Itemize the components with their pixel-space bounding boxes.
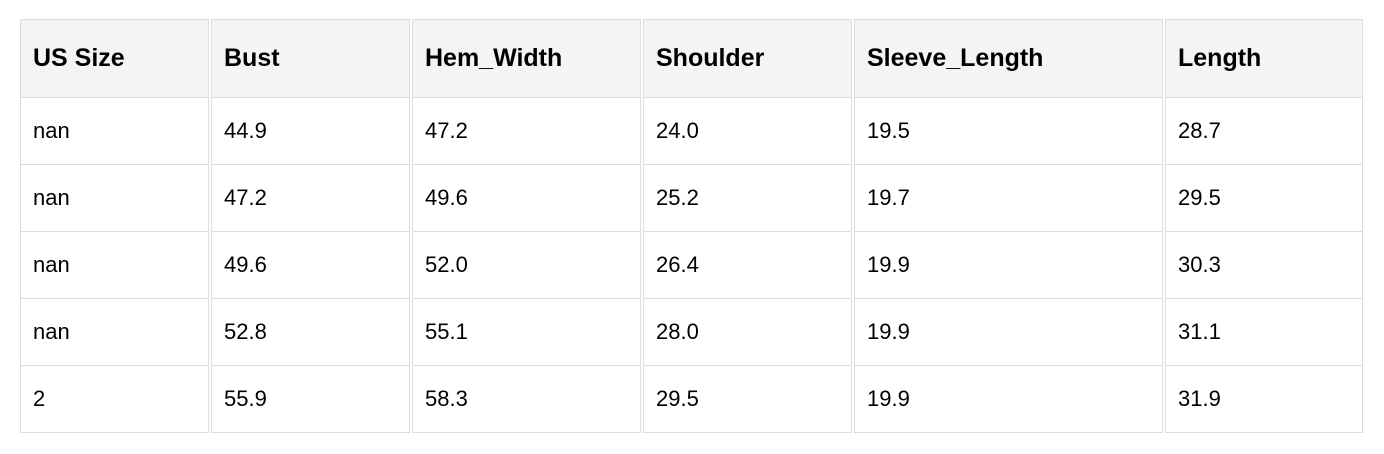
header-shoulder: Shoulder: [643, 19, 852, 98]
cell-hem-width: 58.3: [412, 366, 641, 433]
cell-sleeve-length: 19.9: [854, 299, 1163, 366]
cell-us-size: nan: [20, 165, 209, 232]
cell-us-size: nan: [20, 98, 209, 165]
cell-length: 30.3: [1165, 232, 1363, 299]
cell-sleeve-length: 19.7: [854, 165, 1163, 232]
table-row: 2 55.9 58.3 29.5 19.9 31.9: [20, 366, 1363, 433]
header-length: Length: [1165, 19, 1363, 98]
cell-length: 29.5: [1165, 165, 1363, 232]
cell-length: 31.1: [1165, 299, 1363, 366]
cell-us-size: nan: [20, 232, 209, 299]
table-row: nan 47.2 49.6 25.2 19.7 29.5: [20, 165, 1363, 232]
table-row: nan 52.8 55.1 28.0 19.9 31.1: [20, 299, 1363, 366]
header-bust: Bust: [211, 19, 410, 98]
cell-sleeve-length: 19.9: [854, 232, 1163, 299]
cell-shoulder: 29.5: [643, 366, 852, 433]
cell-length: 31.9: [1165, 366, 1363, 433]
cell-bust: 49.6: [211, 232, 410, 299]
cell-bust: 52.8: [211, 299, 410, 366]
cell-sleeve-length: 19.5: [854, 98, 1163, 165]
cell-hem-width: 55.1: [412, 299, 641, 366]
cell-length: 28.7: [1165, 98, 1363, 165]
header-us-size: US Size: [20, 19, 209, 98]
size-chart-table: US Size Bust Hem_Width Shoulder Sleeve_L…: [18, 19, 1365, 433]
cell-hem-width: 49.6: [412, 165, 641, 232]
header-sleeve-length: Sleeve_Length: [854, 19, 1163, 98]
cell-bust: 55.9: [211, 366, 410, 433]
cell-shoulder: 25.2: [643, 165, 852, 232]
cell-shoulder: 24.0: [643, 98, 852, 165]
cell-hem-width: 52.0: [412, 232, 641, 299]
table-row: nan 49.6 52.0 26.4 19.9 30.3: [20, 232, 1363, 299]
table-row: nan 44.9 47.2 24.0 19.5 28.7: [20, 98, 1363, 165]
cell-sleeve-length: 19.9: [854, 366, 1163, 433]
cell-bust: 44.9: [211, 98, 410, 165]
header-hem-width: Hem_Width: [412, 19, 641, 98]
cell-shoulder: 26.4: [643, 232, 852, 299]
header-row: US Size Bust Hem_Width Shoulder Sleeve_L…: [20, 19, 1363, 98]
cell-bust: 47.2: [211, 165, 410, 232]
cell-hem-width: 47.2: [412, 98, 641, 165]
cell-us-size: 2: [20, 366, 209, 433]
cell-us-size: nan: [20, 299, 209, 366]
cell-shoulder: 28.0: [643, 299, 852, 366]
